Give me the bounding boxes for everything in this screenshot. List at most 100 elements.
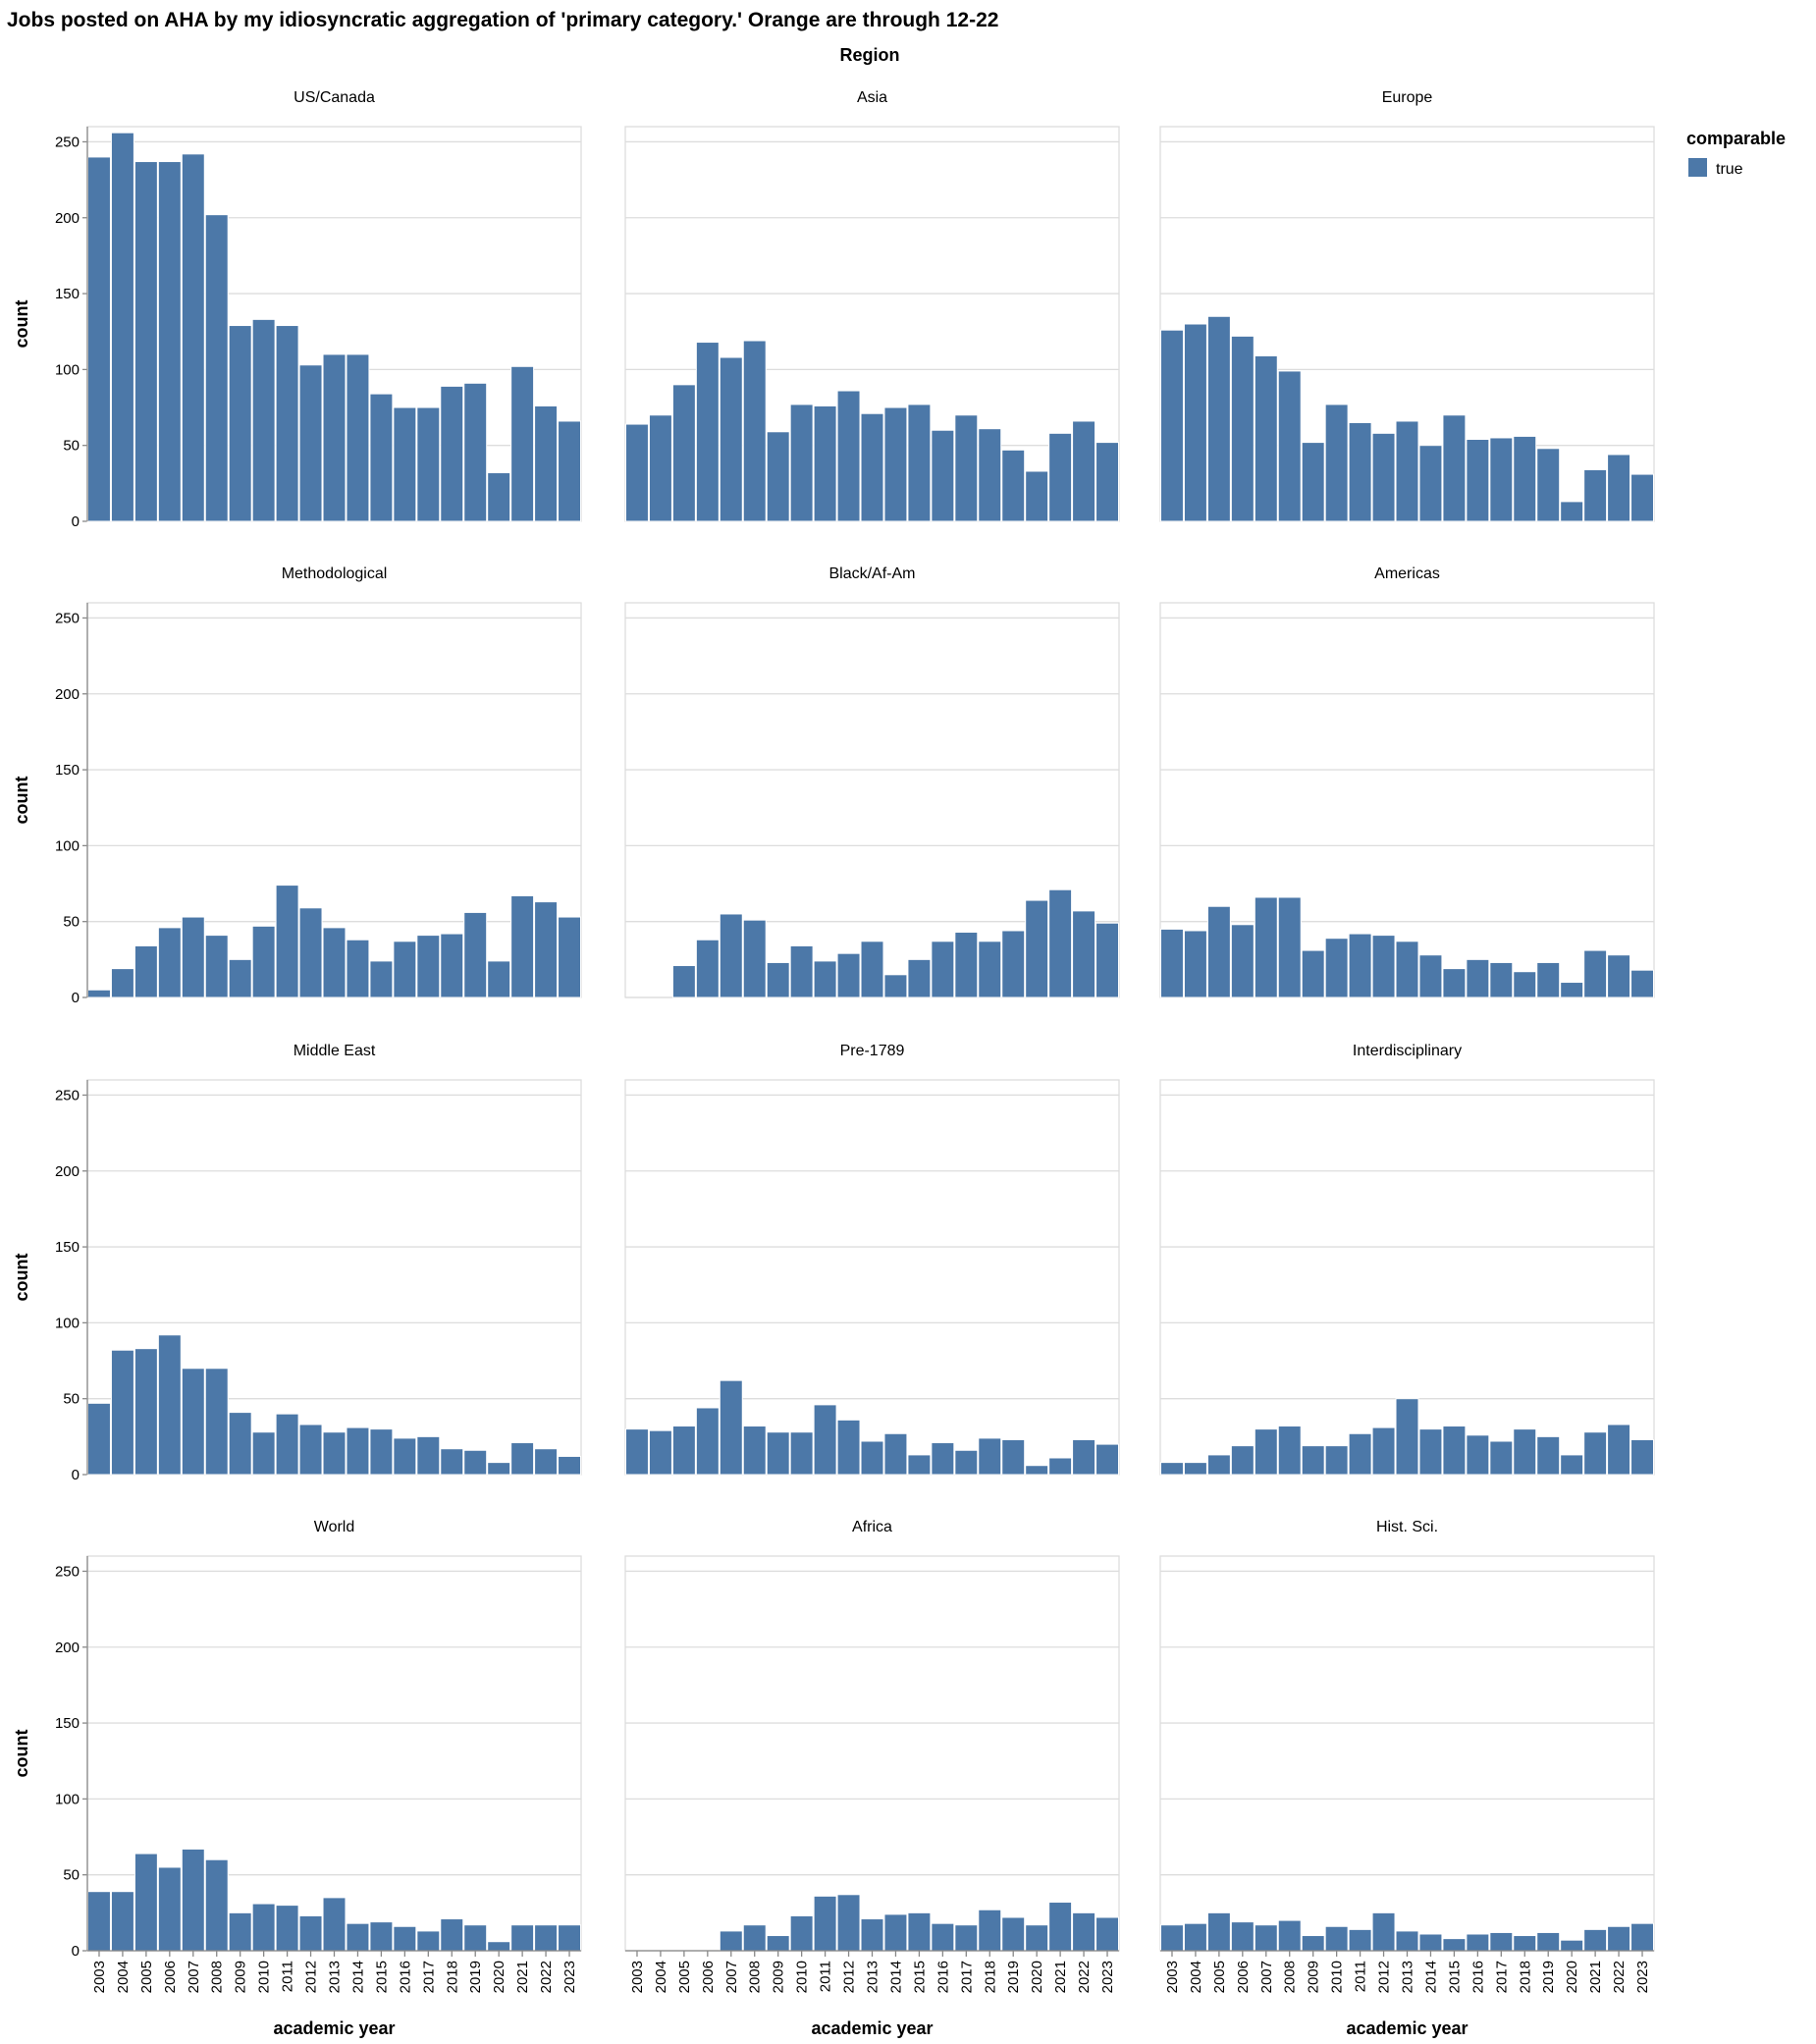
bar-2018 — [440, 1448, 464, 1476]
bar-2012 — [298, 1914, 323, 1952]
x-tick-label: 2016 — [397, 1961, 413, 1993]
bar-2013 — [1395, 941, 1419, 998]
panel-title: Middle East — [294, 1043, 376, 1059]
bar-2015 — [369, 1921, 394, 1952]
bar-2012 — [836, 952, 861, 998]
bar-2016 — [931, 429, 955, 522]
bar-2005 — [671, 1425, 696, 1476]
bar-2020 — [1560, 501, 1584, 522]
x-tick-label: 2023 — [561, 1961, 578, 1993]
bar-2020 — [487, 1462, 511, 1476]
bar-2003 — [87, 1402, 111, 1476]
bar-2006 — [1230, 1921, 1255, 1952]
bar-2005 — [671, 384, 696, 522]
bar-2003 — [87, 1891, 111, 1952]
bar-2008 — [1277, 896, 1302, 998]
bar-2003 — [87, 989, 111, 998]
bar-2016 — [393, 1437, 417, 1476]
panel-title: Africa — [852, 1519, 892, 1535]
bar-2019 — [463, 1924, 488, 1952]
bar-2013 — [1395, 1930, 1419, 1952]
bar-2017 — [416, 935, 441, 998]
bar-2020 — [1025, 1924, 1049, 1952]
bar-2010 — [251, 925, 276, 998]
x-tick-label: 2017 — [958, 1961, 975, 1993]
bar-2013 — [322, 1897, 347, 1952]
bar-2008 — [1277, 370, 1302, 522]
y-tick-label: 250 — [55, 134, 80, 150]
x-tick-label: 2008 — [1282, 1961, 1299, 1993]
x-tick-label: 2012 — [1376, 1961, 1393, 1993]
bar-2011 — [813, 960, 837, 998]
bar-2023 — [1630, 1922, 1654, 1952]
bar-2003 — [1160, 1924, 1184, 1952]
bar-2007 — [719, 1379, 743, 1476]
bar-2016 — [393, 941, 417, 998]
bar-2009 — [228, 1911, 252, 1952]
bar-2019 — [1536, 1435, 1561, 1476]
bar-2010 — [1324, 1925, 1349, 1952]
bar-2019 — [1536, 961, 1561, 998]
x-tick-label: 2010 — [1329, 1961, 1346, 1993]
bar-2009 — [766, 1935, 790, 1952]
bar-2008 — [1277, 1425, 1302, 1476]
bar-2008 — [742, 1924, 767, 1952]
bar-2021 — [1048, 1902, 1073, 1952]
x-tick-label: 2023 — [1634, 1961, 1651, 1993]
bar-2016 — [1466, 1434, 1490, 1476]
bar-2006 — [695, 1407, 720, 1476]
x-tick-label: 2016 — [1469, 1961, 1486, 1993]
bar-2005 — [1206, 1911, 1231, 1952]
x-tick-label: 2015 — [911, 1961, 928, 1993]
x-tick-label: 2008 — [747, 1961, 764, 1993]
bar-2004 — [110, 132, 134, 522]
panel-africa: Africa 2003 2004 2005 2006 2007 2008 2009 2010 20… — [624, 1519, 1120, 2038]
legend-title: comparable — [1686, 129, 1786, 148]
bar-2006 — [1230, 335, 1255, 522]
bar-2006 — [695, 342, 720, 522]
y-tick-label: 0 — [72, 1467, 80, 1483]
panel-title: Interdisciplinary — [1353, 1043, 1462, 1059]
panel-title: Americas — [1374, 565, 1440, 582]
bar-2016 — [931, 1442, 955, 1476]
bar-2016 — [1466, 439, 1490, 522]
x-tick-label: 2009 — [771, 1961, 787, 1993]
bar-2005 — [134, 944, 158, 998]
bar-2018 — [978, 941, 1002, 998]
bar-2016 — [931, 1922, 955, 1952]
bar-2008 — [204, 935, 229, 998]
bar-2023 — [1095, 1916, 1119, 1952]
bar-2023 — [558, 1924, 581, 1952]
bar-2019 — [463, 911, 488, 998]
bar-2013 — [860, 412, 884, 522]
x-tick-label: 2006 — [700, 1961, 717, 1993]
x-tick-label: 2020 — [1029, 1961, 1045, 1993]
bar-2007 — [719, 913, 743, 998]
bar-2012 — [836, 1894, 861, 1952]
bar-2022 — [534, 404, 559, 522]
bar-2017 — [1489, 1440, 1514, 1476]
panel-title: Asia — [857, 89, 887, 106]
bar-2003 — [625, 423, 649, 522]
bar-2004 — [648, 414, 672, 522]
bar-2017 — [416, 1930, 441, 1952]
bar-2010 — [1324, 403, 1349, 522]
bar-2015 — [907, 1454, 932, 1476]
y-axis-title: count — [12, 1254, 31, 1302]
legend-swatch — [1688, 158, 1707, 177]
bar-2022 — [534, 1924, 559, 1952]
bar-2018 — [978, 428, 1002, 522]
x-tick-label: 2005 — [1211, 1961, 1228, 1993]
bar-2022 — [1607, 1424, 1631, 1476]
bar-2008 — [204, 214, 229, 522]
bar-2020 — [1025, 1465, 1049, 1476]
bar-2009 — [1301, 1445, 1325, 1476]
y-tick-label: 250 — [55, 1087, 80, 1103]
bar-2006 — [1230, 924, 1255, 998]
bar-2011 — [813, 404, 837, 522]
x-tick-label: 2003 — [629, 1961, 646, 1993]
bar-2010 — [789, 1914, 814, 1952]
bar-2006 — [157, 1866, 182, 1952]
bar-2019 — [463, 1449, 488, 1476]
bar-2005 — [134, 1348, 158, 1476]
